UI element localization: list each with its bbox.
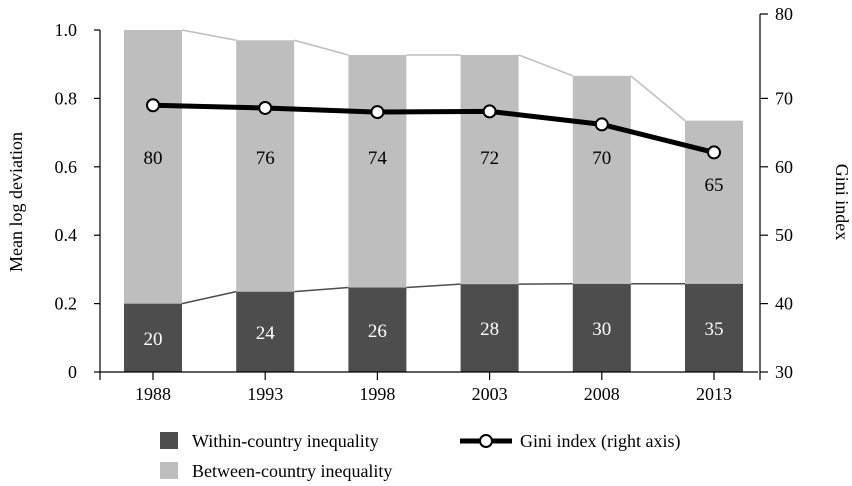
connector-within [294, 286, 349, 293]
bar-label-between: 72 [480, 148, 499, 169]
connector-within [181, 290, 237, 305]
bar-between [460, 54, 519, 285]
x-axis: 1988 1993 1998 2003 2008 2013 [100, 371, 758, 404]
bar-within [460, 284, 519, 372]
legend: Within-country inequality Between-countr… [160, 431, 680, 481]
connector-between [294, 39, 349, 56]
connector-between [518, 54, 574, 77]
legend-label-within: Within-country inequality [192, 431, 379, 451]
bar-label-within: 30 [592, 319, 611, 340]
left-tick-label: 0.4 [55, 225, 78, 245]
left-tick-label: 0.2 [55, 294, 78, 314]
bar-within [685, 283, 743, 372]
left-tick-label: 1.0 [55, 20, 78, 40]
gini-point [482, 104, 497, 119]
bar-value-labels: 20 80 24 76 26 74 28 72 30 70 35 65 [144, 148, 724, 350]
right-tick-label: 60 [775, 157, 793, 177]
bar-label-between: 76 [256, 148, 275, 169]
bar-label-between: 74 [368, 148, 388, 169]
legend-marker-gini [479, 434, 493, 448]
left-tick-label: 0.8 [55, 88, 78, 108]
bar-between [124, 30, 182, 304]
bar-connectors [181, 29, 686, 305]
legend-swatch-within [160, 432, 178, 449]
bar-label-within: 20 [144, 329, 163, 350]
gini-point [707, 145, 721, 160]
bar-between [572, 75, 631, 284]
legend-swatch-between [160, 462, 178, 479]
right-tick-label: 70 [775, 88, 793, 108]
x-tick-label: 1993 [247, 384, 283, 404]
bar-label-within: 24 [256, 323, 276, 344]
stacked-bars [124, 30, 743, 372]
bar-within [124, 303, 182, 372]
bar-between [348, 54, 407, 288]
connector-between [630, 75, 686, 122]
x-tick-label: 1988 [135, 384, 171, 404]
bar-within [348, 287, 407, 372]
gini-point [258, 100, 273, 115]
right-tick-label: 40 [775, 294, 793, 314]
bar-within [572, 283, 631, 372]
left-tick-label: 0.6 [55, 157, 78, 177]
x-tick-label: 2013 [696, 384, 732, 404]
bar-between [236, 40, 295, 292]
bar-label-between: 65 [705, 175, 724, 196]
right-y-axis: 30 40 50 60 70 80 [759, 4, 793, 382]
gini-point [146, 98, 160, 113]
gini-line-path [152, 102, 715, 155]
bar-label-within: 26 [368, 321, 387, 342]
x-tick-label: 2003 [472, 384, 508, 404]
bar-label-between: 70 [592, 148, 611, 169]
connector-within [406, 283, 461, 289]
legend-label-between: Between-country inequality [192, 461, 392, 481]
gini-line [146, 98, 721, 160]
right-tick-label: 50 [775, 225, 793, 245]
right-tick-label: 80 [775, 4, 793, 24]
bar-label-between: 80 [144, 148, 163, 169]
connector-between [181, 29, 237, 41]
left-y-axis: 0 0.2 0.4 0.6 0.8 1.0 [55, 20, 101, 382]
right-tick-label: 30 [775, 362, 793, 382]
gini-point [370, 105, 385, 120]
legend-label-gini: Gini index (right axis) [520, 431, 680, 452]
x-tick-label: 2008 [584, 384, 620, 404]
bar-label-within: 35 [705, 319, 724, 340]
bar-within [236, 291, 295, 372]
bar-label-within: 28 [480, 319, 499, 340]
y-axis-title: Mean log deviation [6, 132, 26, 272]
left-tick-label: 0 [68, 362, 77, 382]
y2-axis-title: Gini index [832, 164, 852, 241]
x-tick-label: 1998 [359, 384, 395, 404]
gini-point [594, 117, 609, 132]
